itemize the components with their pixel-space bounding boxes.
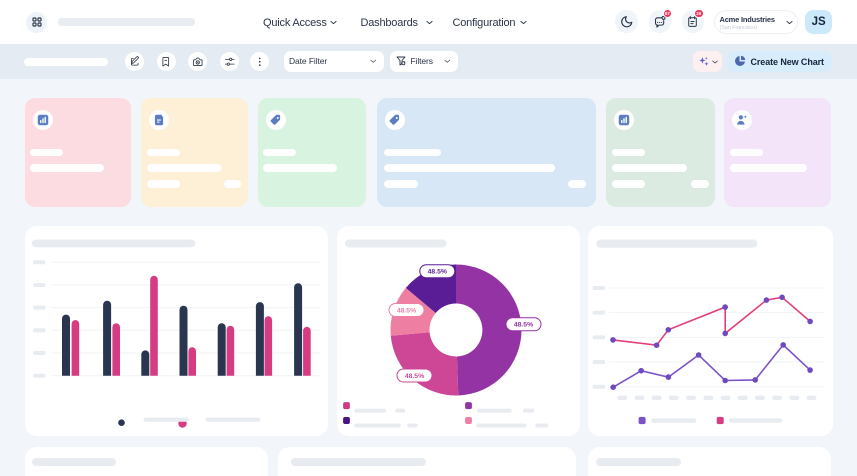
svg-text:48.5%: 48.5% bbox=[397, 307, 416, 314]
svg-text:48.5%: 48.5% bbox=[428, 269, 447, 276]
svg-text:48.5%: 48.5% bbox=[405, 373, 424, 380]
svg-text:48.5%: 48.5% bbox=[514, 322, 533, 329]
